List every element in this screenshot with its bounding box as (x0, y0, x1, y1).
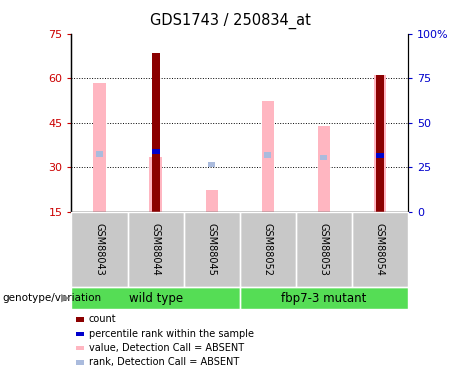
Text: GSM88044: GSM88044 (151, 223, 160, 276)
Text: GSM88052: GSM88052 (263, 223, 273, 276)
Bar (318, 126, 330, 212)
Bar (96, 151, 103, 157)
Text: GSM88054: GSM88054 (375, 223, 385, 276)
Text: value, Detection Call = ABSENT: value, Detection Call = ABSENT (89, 343, 244, 353)
Bar (376, 153, 384, 158)
Text: GSM88053: GSM88053 (319, 223, 329, 276)
Text: GSM88045: GSM88045 (207, 223, 217, 276)
Bar (152, 148, 159, 154)
Text: genotype/variation: genotype/variation (2, 293, 101, 303)
Bar (93, 83, 106, 212)
Text: ▶: ▶ (61, 293, 69, 303)
Text: count: count (89, 315, 117, 324)
Bar (265, 152, 271, 157)
Bar (376, 75, 384, 212)
Bar (374, 75, 386, 212)
Text: percentile rank within the sample: percentile rank within the sample (89, 329, 254, 339)
Bar (320, 155, 327, 160)
Text: fbp7-3 mutant: fbp7-3 mutant (281, 292, 366, 304)
Bar (152, 148, 160, 154)
Text: rank, Detection Call = ABSENT: rank, Detection Call = ABSENT (89, 357, 239, 367)
Bar (261, 100, 274, 212)
Bar (377, 153, 383, 158)
Text: wild type: wild type (129, 292, 183, 304)
Bar (152, 53, 160, 212)
Text: GDS1743 / 250834_at: GDS1743 / 250834_at (150, 13, 311, 29)
Text: GSM88043: GSM88043 (95, 223, 105, 276)
Bar (149, 157, 162, 212)
Bar (208, 162, 215, 167)
Bar (206, 190, 218, 212)
